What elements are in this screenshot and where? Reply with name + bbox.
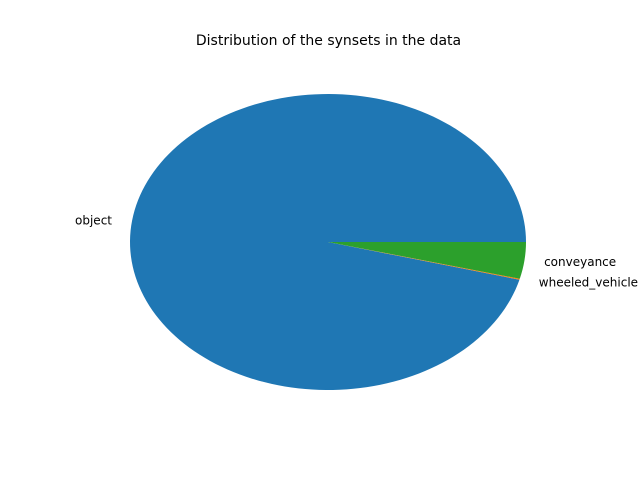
pie-slice-wheeled-vehicle <box>328 242 520 280</box>
slice-label-conveyance: conveyance <box>544 255 616 269</box>
chart-title: Distribution of the synsets in the data <box>195 33 462 49</box>
pie-slice-object <box>130 94 526 390</box>
slice-label-wheeled-vehicle: wheeled_vehicle <box>539 275 638 289</box>
pie-slice-conveyance <box>328 242 526 279</box>
slice-label-object: object <box>75 214 112 228</box>
